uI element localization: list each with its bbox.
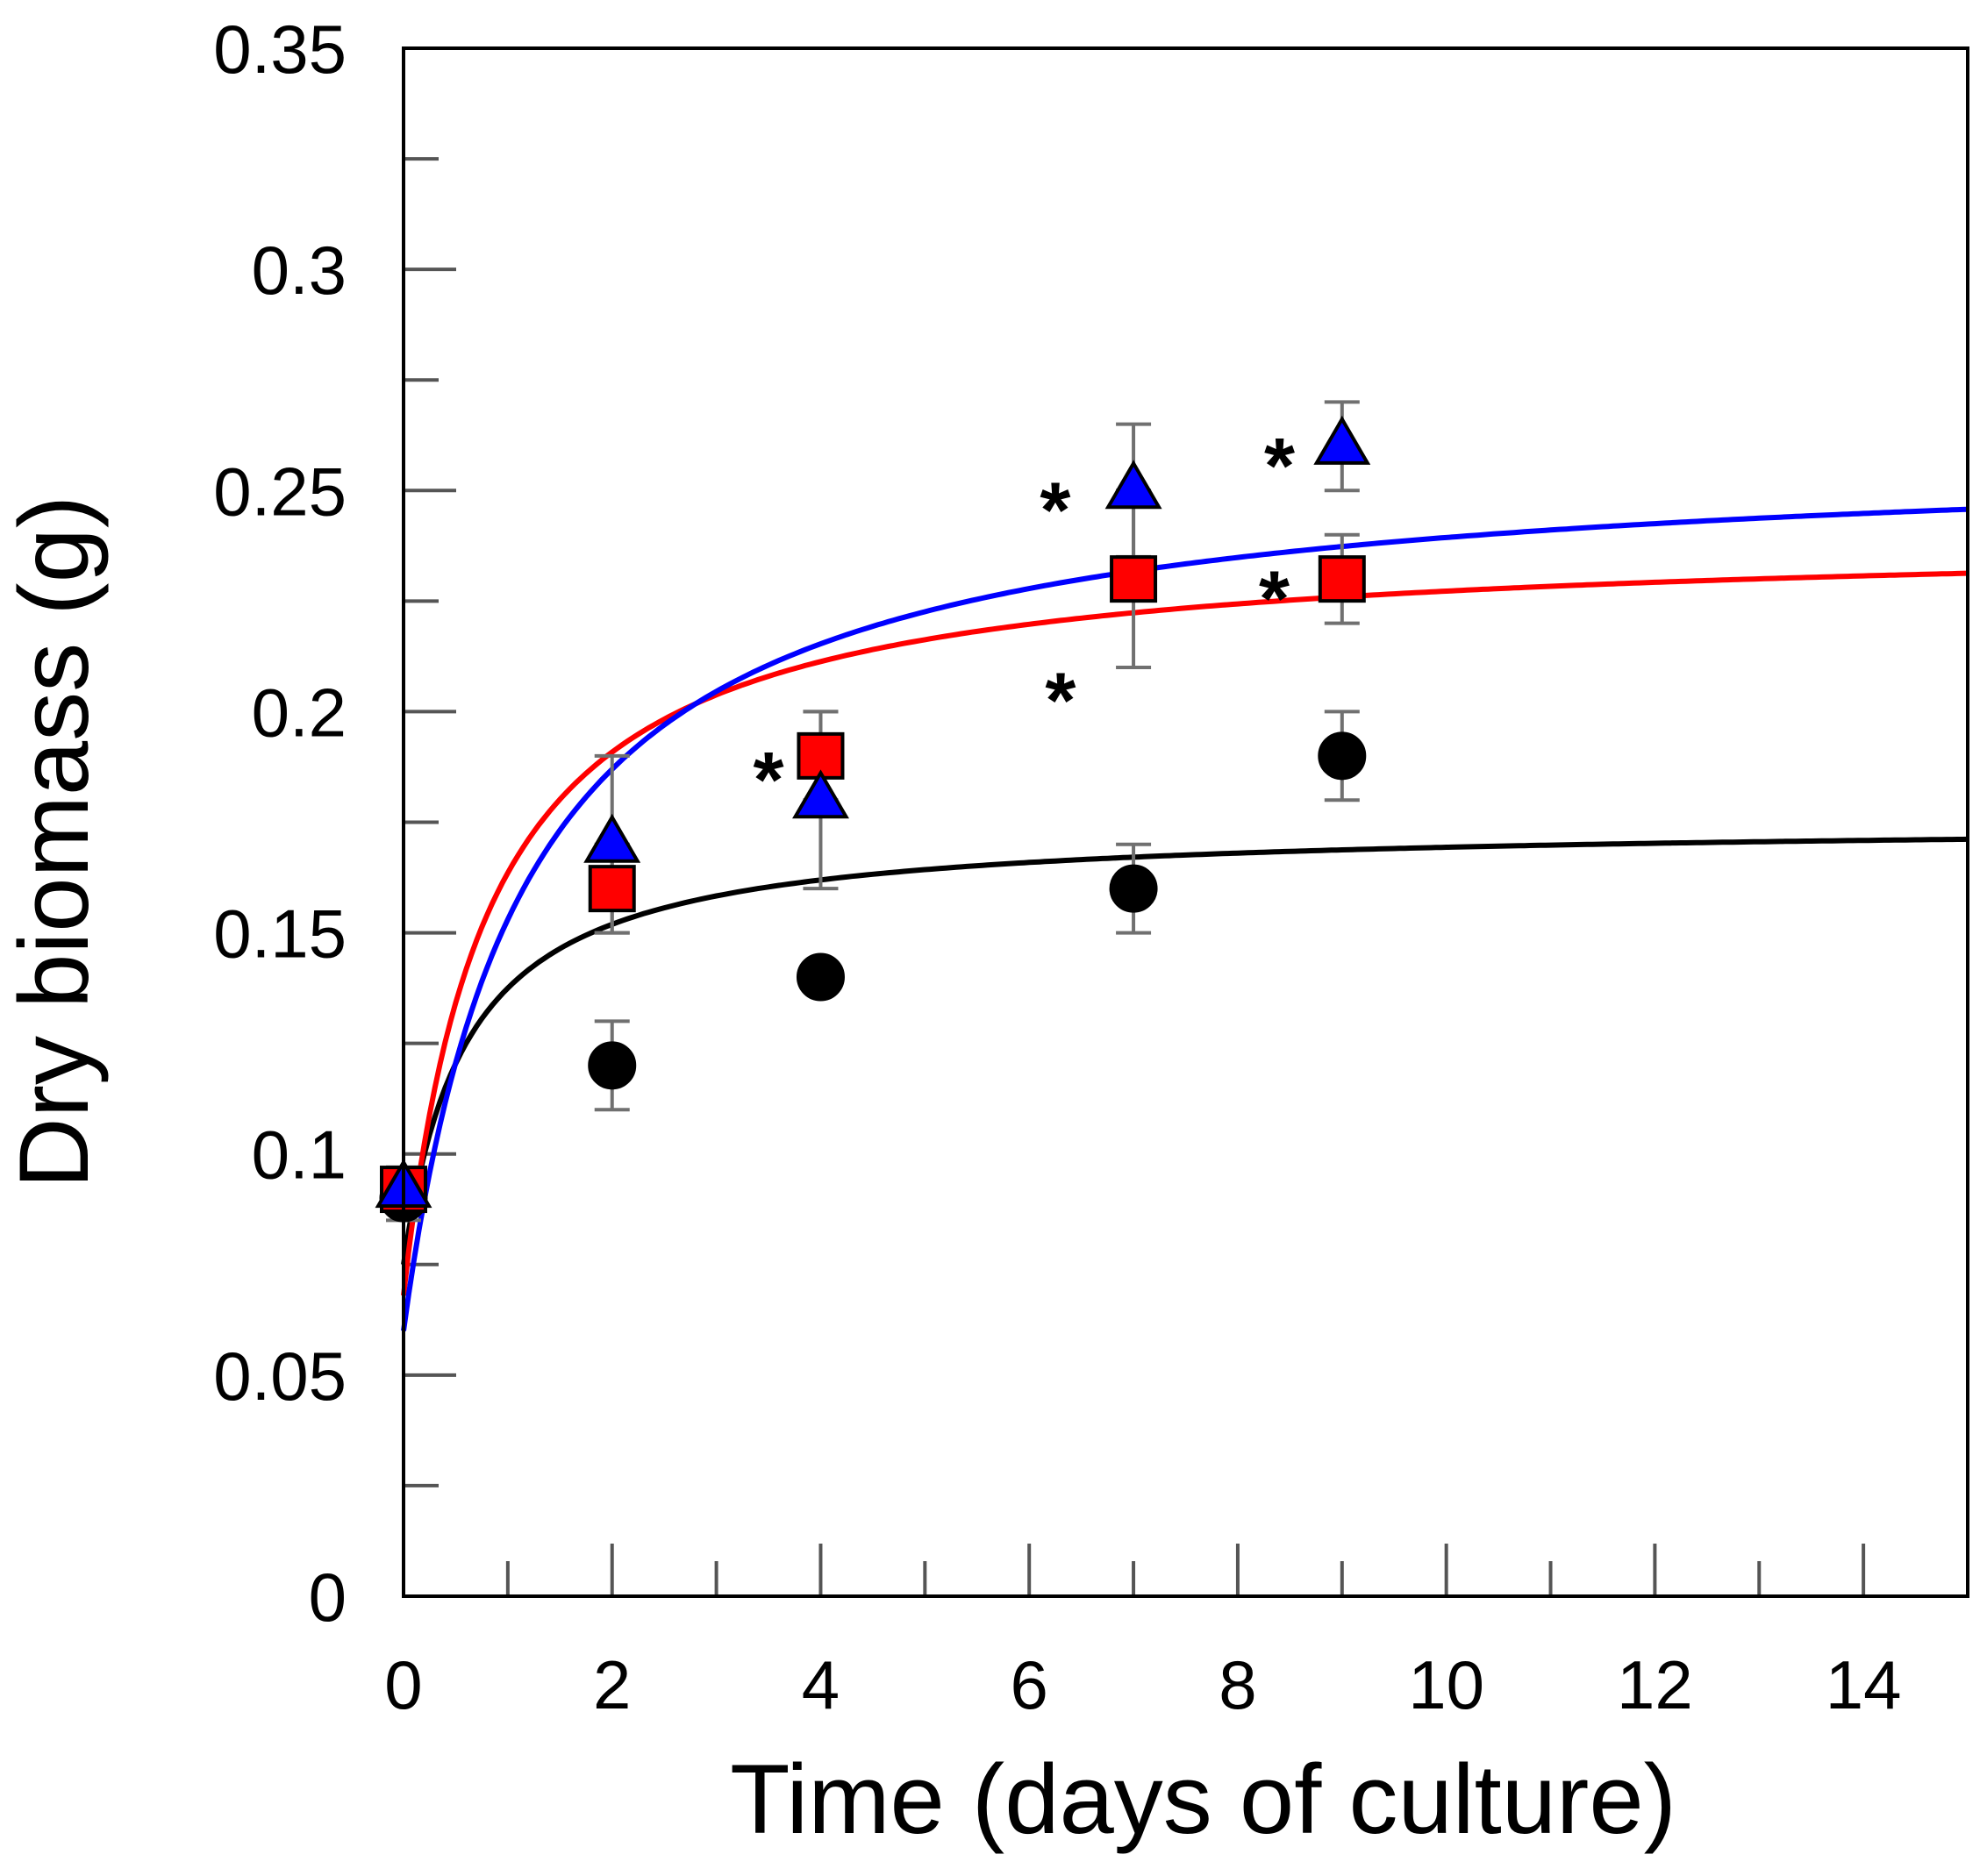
significance-markers: * * * * * xyxy=(754,423,1295,824)
y-tick-label: 0.3 xyxy=(252,232,347,309)
y-axis-label: Dry biomass (g) xyxy=(0,496,109,1188)
significance-star: * xyxy=(754,737,784,824)
red-squares-fit-curve xyxy=(401,570,1969,1296)
red-squares-point xyxy=(1110,555,1158,603)
x-tick-label: 2 xyxy=(593,1646,631,1723)
x-axis-label: Time (days of culture) xyxy=(730,1744,1676,1854)
y-tick-label: 0.05 xyxy=(213,1337,347,1415)
x-tick-label: 8 xyxy=(1219,1646,1256,1723)
blue-triangles-point xyxy=(792,769,849,819)
black-circles-fit-curve xyxy=(401,836,1969,1266)
black-circles-point xyxy=(796,952,845,1002)
blue-triangles-point xyxy=(1313,415,1371,465)
x-axis-ticks: 0 2 4 6 8 10 12 14 xyxy=(384,1544,1902,1723)
black-circles-point xyxy=(1109,864,1158,913)
black-circles-point xyxy=(588,1041,637,1090)
y-axis-ticks: 0 0.05 0.1 0.15 0.2 0.25 0.3 0.35 xyxy=(213,11,456,1636)
x-tick-label: 4 xyxy=(802,1646,840,1723)
y-tick-label: 0.2 xyxy=(252,674,347,751)
blue-triangles-point xyxy=(1104,460,1162,510)
y-tick-label: 0 xyxy=(309,1559,347,1636)
black-circles-point xyxy=(1318,731,1367,781)
y-tick-label: 0.35 xyxy=(213,11,347,88)
y-tick-label: 0.15 xyxy=(213,895,347,973)
significance-star: * xyxy=(1040,467,1070,554)
data-points xyxy=(375,415,1371,1223)
blue-triangles-point xyxy=(583,813,641,863)
x-tick-label: 6 xyxy=(1011,1646,1048,1723)
plot-frame xyxy=(402,46,1969,1598)
fit-curves xyxy=(401,506,1969,1331)
blue-triangles-fit-curve xyxy=(401,506,1969,1331)
significance-star: * xyxy=(1264,423,1295,510)
y-tick-label: 0.25 xyxy=(213,453,347,530)
y-tick-label: 0.1 xyxy=(252,1116,347,1194)
x-tick-label: 12 xyxy=(1617,1646,1693,1723)
significance-star: * xyxy=(1259,555,1290,643)
x-tick-label: 14 xyxy=(1826,1646,1902,1723)
error-bars xyxy=(386,400,1360,1223)
x-tick-label: 10 xyxy=(1408,1646,1484,1723)
red-squares-point xyxy=(1318,555,1366,603)
significance-star: * xyxy=(1045,657,1076,745)
red-squares-point xyxy=(588,865,636,913)
x-tick-label: 0 xyxy=(384,1646,422,1723)
